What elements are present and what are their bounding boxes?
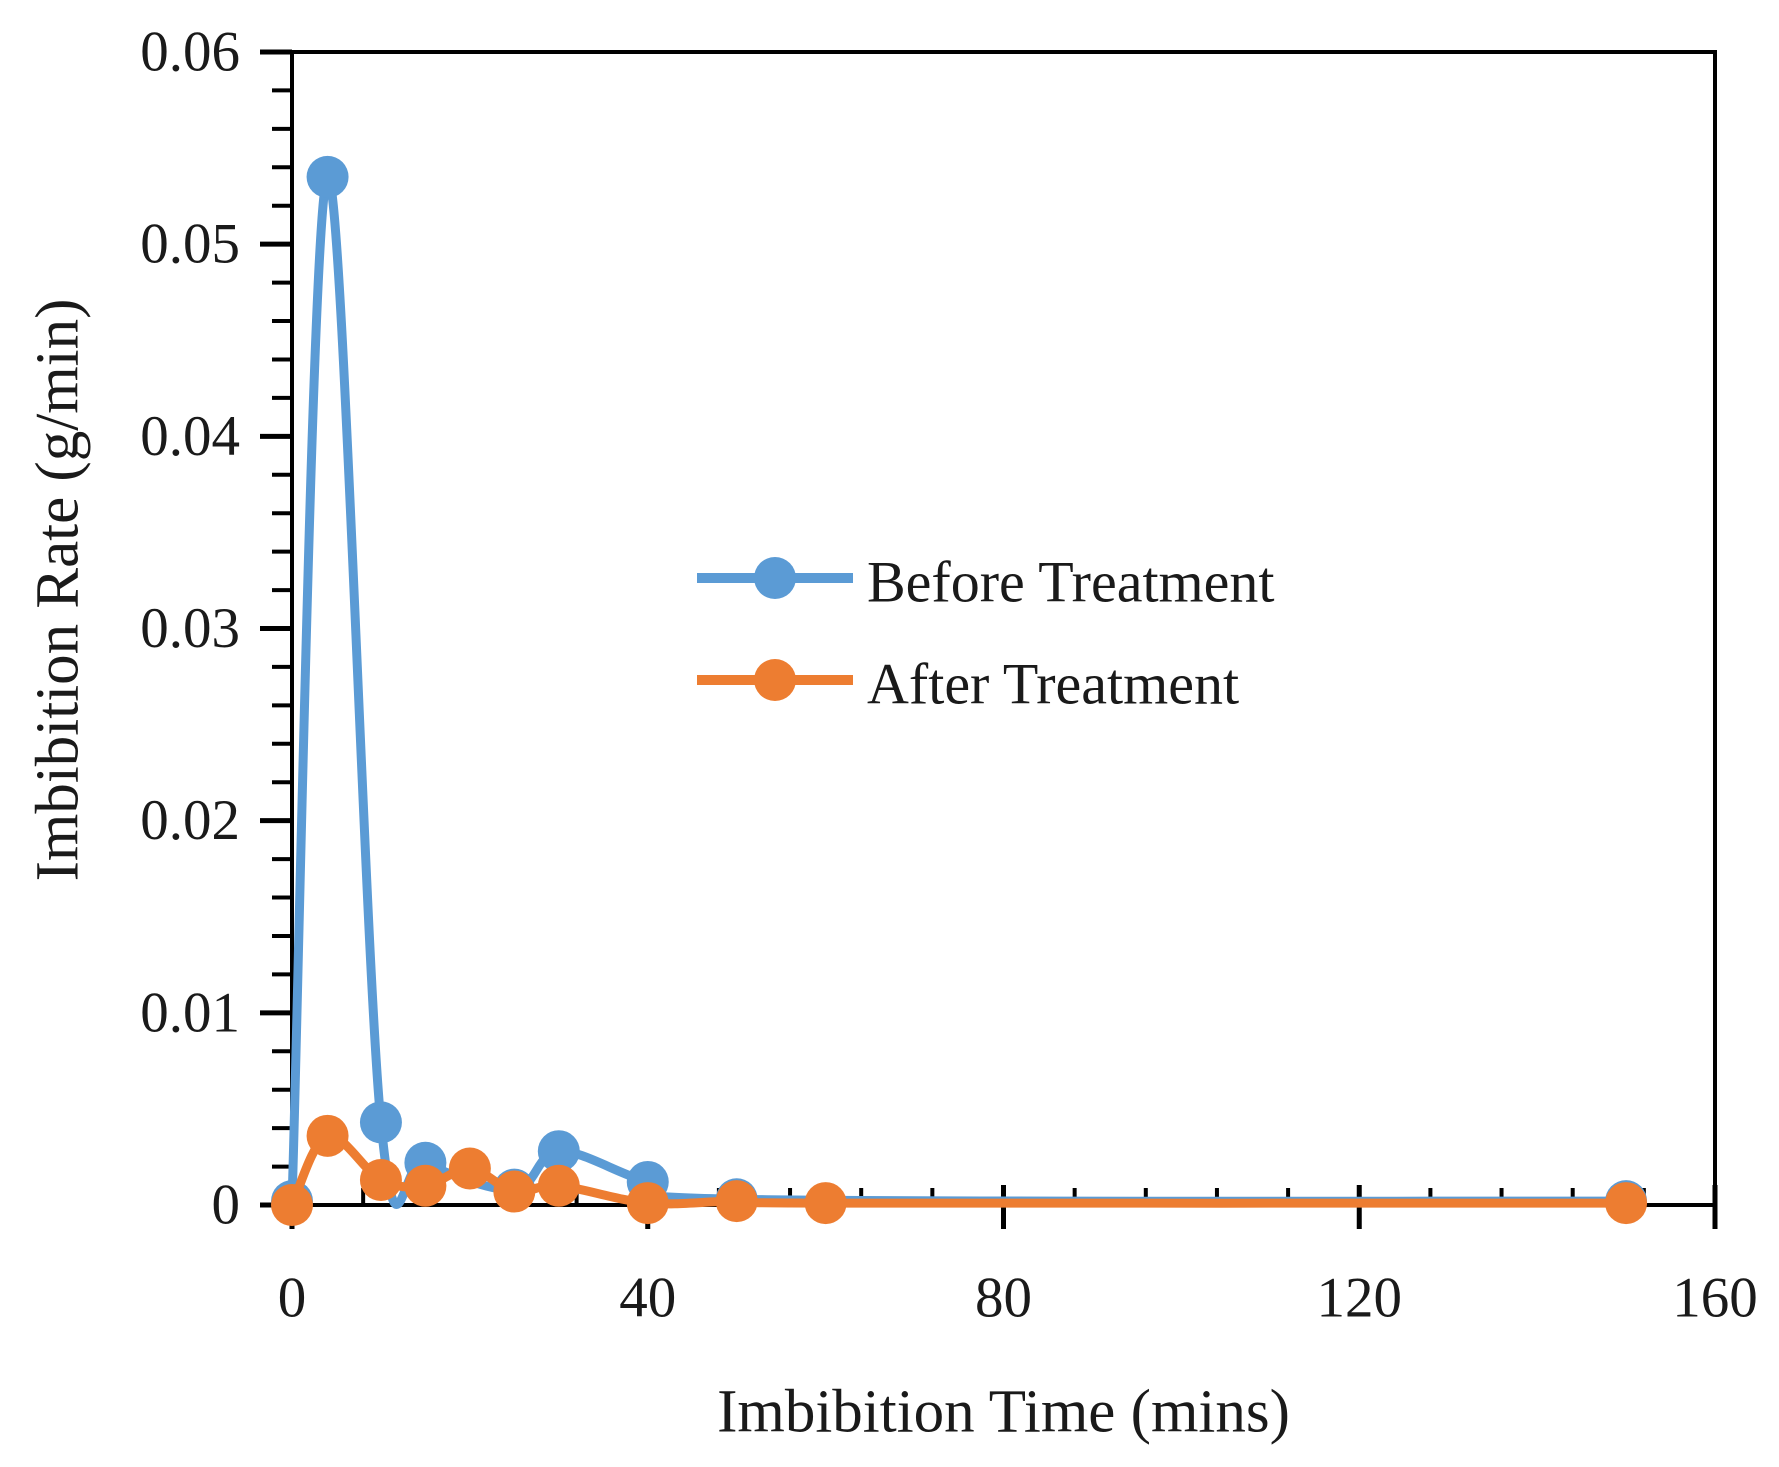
x-tick-label: 40 xyxy=(619,1267,676,1330)
data-point-marker-before-treatment xyxy=(306,155,349,198)
data-point-marker-before-treatment xyxy=(537,1130,580,1173)
y-tick-label: 0.04 xyxy=(140,405,240,468)
x-tick-label: 120 xyxy=(1317,1267,1403,1330)
plot-border xyxy=(290,50,1717,1207)
y-tick-label: 0 xyxy=(212,1174,241,1237)
data-point-marker-after-treatment xyxy=(448,1147,491,1190)
data-point-marker-after-treatment xyxy=(271,1184,313,1226)
legend-label-after-treatment: After Treatment xyxy=(867,652,1239,717)
data-point-marker-after-treatment xyxy=(359,1159,402,1202)
y-tick-label: 0.02 xyxy=(140,789,240,852)
x-tick-label: 0 xyxy=(278,1267,307,1330)
series-line-after-treatment xyxy=(287,1131,1631,1210)
legend-marker-before-treatment xyxy=(754,557,796,599)
data-point-marker-after-treatment xyxy=(306,1114,349,1157)
data-point-marker-after-treatment xyxy=(493,1170,536,1213)
y-tick-label: 0.06 xyxy=(140,21,240,84)
x-tick-label: 80 xyxy=(975,1267,1032,1330)
legend-marker-after-treatment xyxy=(754,659,796,701)
y-tick-label: 0.03 xyxy=(140,597,240,660)
data-point-marker-after-treatment xyxy=(715,1180,758,1223)
y-tick-label: 0.05 xyxy=(140,213,240,276)
x-tick-label: 160 xyxy=(1672,1267,1758,1330)
x-axis-title: Imbibition Time (mins) xyxy=(717,1379,1290,1446)
data-point-marker-after-treatment xyxy=(537,1164,580,1207)
data-point-marker-after-treatment xyxy=(1605,1182,1648,1225)
data-point-marker-after-treatment xyxy=(404,1164,447,1207)
y-tick-label: 0.01 xyxy=(140,981,240,1044)
data-point-marker-after-treatment xyxy=(804,1182,847,1225)
data-point-marker-before-treatment xyxy=(359,1101,402,1144)
y-axis-title: Imbibition Rate (g/min) xyxy=(25,299,92,882)
legend-label-before-treatment: Before Treatment xyxy=(867,550,1275,615)
data-point-marker-after-treatment xyxy=(626,1182,669,1225)
